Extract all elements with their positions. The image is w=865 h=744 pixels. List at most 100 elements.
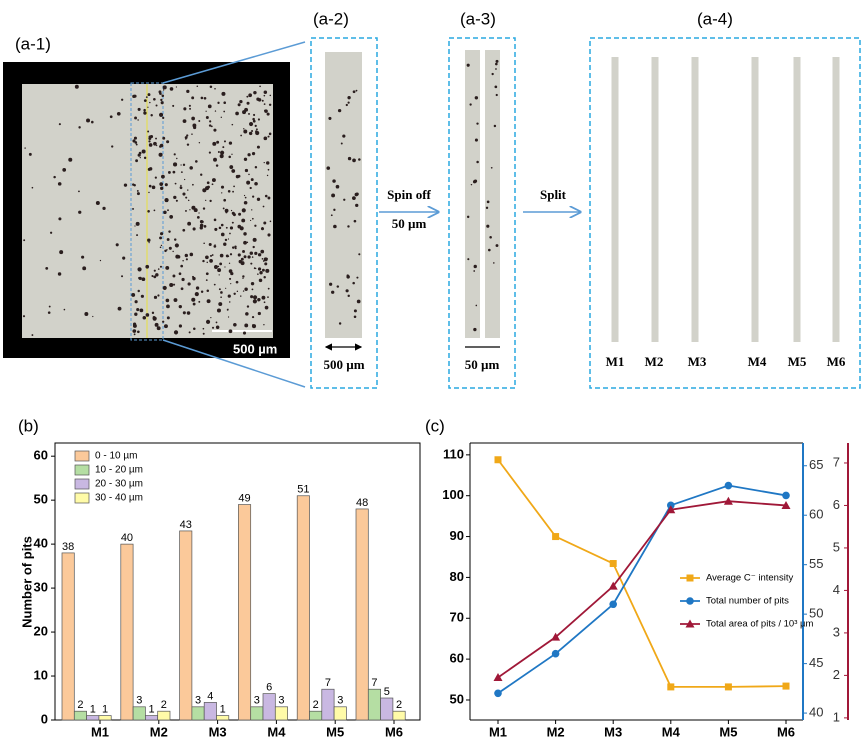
pit [216,140,220,144]
pit [157,268,160,270]
pit [237,174,241,178]
pit [181,277,185,282]
pit [473,179,478,183]
y-tick-label: 70 [450,610,464,625]
pit [138,151,142,155]
strip [793,57,801,342]
pit [244,287,248,292]
pit [183,178,186,181]
pit [148,143,153,147]
pit [172,104,175,107]
pit [261,295,266,300]
pit [184,253,189,258]
bar-value-label: 1 [102,704,108,716]
pit [139,156,141,159]
pit [230,209,233,212]
pit [352,158,356,163]
pit [191,133,193,135]
pit [192,227,196,231]
strip-a3 [485,50,500,338]
step-label: Split [540,187,567,202]
pit [86,118,91,123]
pit [102,206,106,210]
pit [205,255,209,260]
pit [263,275,266,279]
pit [160,98,163,102]
pit [227,238,230,240]
pit [251,217,254,220]
pit [260,227,265,231]
pit [347,225,350,228]
pit [208,151,211,154]
pit [49,231,53,234]
pit [256,197,261,201]
zoom-line [162,339,306,388]
pit [111,145,114,148]
pit [269,220,272,223]
pit [134,312,138,316]
pit [151,311,155,315]
pit [269,94,272,97]
pit [225,211,228,214]
point [609,560,617,568]
pit [476,160,479,164]
pit [213,128,217,132]
pit [205,116,209,119]
pit [155,104,158,107]
pit [495,93,498,97]
pit [256,145,260,149]
bar [380,697,394,721]
legend-label: 30 - 40 µm [95,493,143,504]
pit [346,275,350,279]
pit [261,258,264,260]
pit [160,93,162,95]
pit [250,295,254,299]
pit [231,221,234,224]
pit [205,279,208,282]
pit [159,145,162,148]
bar-value-label: 40 [121,532,133,544]
pit [250,281,255,286]
pit [347,156,352,161]
pit [134,300,138,304]
pit [191,116,195,121]
bar [73,710,87,721]
pit [493,262,495,264]
pit [243,200,248,205]
pit [180,171,183,174]
pit [206,261,209,264]
pit [154,322,159,327]
pit [242,250,245,253]
pit [263,136,268,141]
pit [198,120,201,123]
pit [491,72,494,76]
pit [251,288,254,291]
pit [95,200,100,205]
pit [240,261,245,266]
y-tick-label: 30 [34,580,48,595]
pit [189,209,191,211]
pit [116,111,121,116]
pit [222,146,225,149]
pit [248,131,253,136]
bar [274,706,288,721]
pit [168,230,171,233]
pit [355,203,359,208]
pit [173,283,176,286]
pit [353,309,357,313]
pit [160,232,164,236]
pit [231,153,233,155]
pit [202,327,205,330]
pit [135,221,140,226]
pit [123,183,128,187]
pit [214,87,216,90]
pit [208,242,212,246]
pit [220,116,222,119]
pit [209,85,213,89]
y-tick-label: 10 [34,667,48,682]
pit [260,249,265,254]
pit [173,298,178,302]
pit [209,120,212,123]
pit [249,186,252,190]
pit [62,167,67,172]
